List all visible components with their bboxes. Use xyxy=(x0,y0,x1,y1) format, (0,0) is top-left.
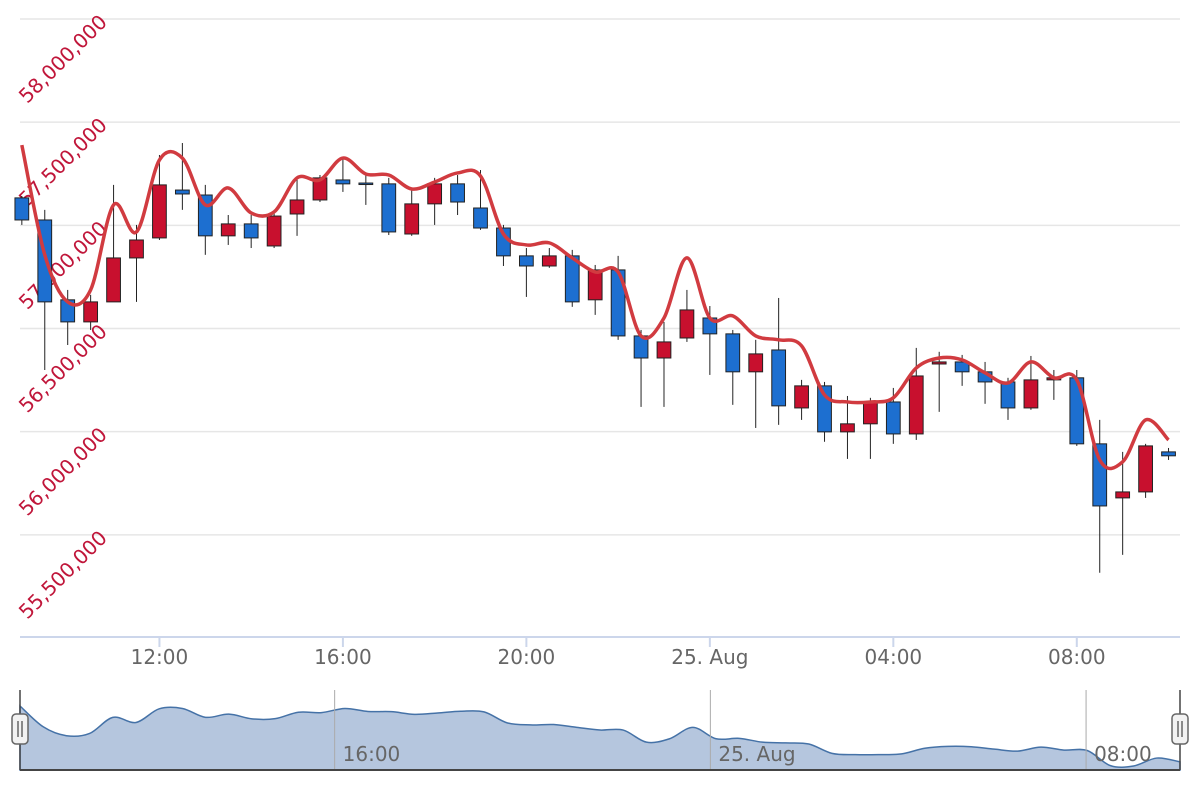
x-tick-label: 04:00 xyxy=(865,645,923,669)
x-tick-label: 16:00 xyxy=(314,645,372,669)
candle-body xyxy=(381,183,397,233)
handle-box xyxy=(1171,713,1189,745)
candle-body xyxy=(748,353,764,373)
candle-body xyxy=(885,401,901,435)
candle-body xyxy=(1092,443,1108,507)
candle-body xyxy=(83,301,99,323)
candle-body xyxy=(358,182,374,186)
navigator-handle[interactable] xyxy=(11,713,29,745)
candle-body xyxy=(863,401,878,425)
candle-body xyxy=(656,341,672,359)
candle-body xyxy=(312,177,328,201)
x-tick-label: 20:00 xyxy=(498,645,556,669)
candle-body xyxy=(908,375,924,435)
candle-body xyxy=(587,269,603,301)
candle-body xyxy=(220,223,236,237)
candle-body xyxy=(679,309,695,339)
x-tick-label: 08:00 xyxy=(1048,645,1106,669)
candle-body xyxy=(152,184,167,239)
x-tick-label: 12:00 xyxy=(131,645,189,669)
candle-body xyxy=(725,333,741,373)
y-tick-label: 58,000,000 xyxy=(14,10,112,108)
candle-body xyxy=(289,199,305,215)
x-tick-label: 25. Aug xyxy=(671,645,748,669)
candle-body xyxy=(1115,491,1131,499)
navigator-tick-label: 25. Aug xyxy=(718,742,795,766)
candle-body xyxy=(794,385,809,409)
candle-body xyxy=(450,183,465,203)
candle-body xyxy=(1161,451,1176,457)
candle-body xyxy=(266,215,282,247)
candle-body xyxy=(954,361,970,373)
navigator-area xyxy=(19,704,1181,771)
candle-body xyxy=(174,189,190,195)
candle-body xyxy=(129,239,144,259)
candle-body xyxy=(335,179,351,185)
navigator-handle[interactable] xyxy=(1171,713,1189,745)
y-tick-label: 56,000,000 xyxy=(14,422,112,520)
candle-body xyxy=(473,207,488,229)
handle-box xyxy=(11,713,29,745)
candle-body xyxy=(1138,445,1153,493)
candle-body xyxy=(404,203,420,235)
candle-body xyxy=(541,255,557,267)
navigator-tick-label: 16:00 xyxy=(343,742,401,766)
candle-body xyxy=(243,223,259,239)
y-tick-label: 55,500,000 xyxy=(14,526,112,624)
candle-body xyxy=(519,255,534,267)
navigator-tick-label: 08:00 xyxy=(1094,742,1152,766)
candle-body xyxy=(771,349,787,407)
line-series xyxy=(20,144,1170,471)
candle-body xyxy=(931,361,947,365)
candle-body xyxy=(427,183,443,205)
candle-body xyxy=(106,257,121,303)
y-tick-label: 57,500,000 xyxy=(14,113,112,211)
candle-body xyxy=(14,197,30,221)
candle-body xyxy=(1023,379,1039,409)
candle-body xyxy=(1000,381,1016,409)
y-tick-label: 56,500,000 xyxy=(14,319,112,417)
candle-body xyxy=(840,423,855,433)
